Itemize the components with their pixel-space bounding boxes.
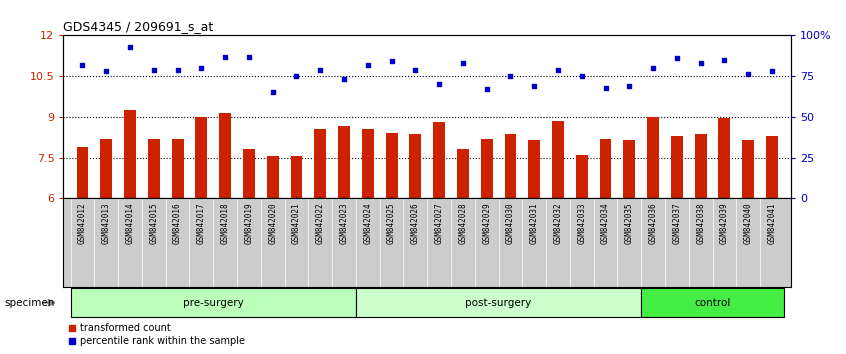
Text: GSM842018: GSM842018 bbox=[221, 202, 229, 244]
Point bbox=[75, 62, 89, 68]
Point bbox=[552, 67, 565, 73]
Text: GSM842020: GSM842020 bbox=[268, 202, 277, 244]
Text: GSM842016: GSM842016 bbox=[173, 202, 182, 244]
Point bbox=[385, 59, 398, 64]
Text: GSM842031: GSM842031 bbox=[530, 202, 539, 244]
Text: GSM842017: GSM842017 bbox=[197, 202, 206, 244]
Bar bbox=[671, 136, 683, 198]
Point bbox=[314, 67, 327, 73]
Point bbox=[242, 54, 255, 59]
Text: GSM842040: GSM842040 bbox=[744, 202, 753, 244]
Bar bbox=[124, 110, 136, 198]
Bar bbox=[766, 136, 778, 198]
Point bbox=[147, 67, 161, 73]
Text: GSM842013: GSM842013 bbox=[102, 202, 111, 244]
Text: GSM842025: GSM842025 bbox=[387, 202, 396, 244]
Point bbox=[694, 60, 707, 66]
Text: GSM842041: GSM842041 bbox=[767, 202, 777, 244]
Point bbox=[100, 68, 113, 74]
Bar bbox=[481, 138, 492, 198]
Bar bbox=[641, 288, 784, 317]
Point bbox=[124, 44, 137, 50]
Point bbox=[289, 73, 303, 79]
Bar bbox=[695, 135, 706, 198]
Text: pre-surgery: pre-surgery bbox=[183, 298, 244, 308]
Text: GSM842038: GSM842038 bbox=[696, 202, 706, 244]
Text: GSM842014: GSM842014 bbox=[125, 202, 135, 244]
Bar bbox=[356, 288, 641, 317]
Point bbox=[409, 67, 422, 73]
Bar bbox=[148, 138, 160, 198]
Text: GSM842012: GSM842012 bbox=[78, 202, 87, 244]
Bar bbox=[576, 155, 588, 198]
Bar bbox=[718, 118, 730, 198]
Point bbox=[599, 85, 613, 90]
Point bbox=[741, 72, 755, 77]
Point bbox=[480, 86, 493, 92]
Text: control: control bbox=[695, 298, 731, 308]
Bar bbox=[504, 135, 516, 198]
Bar bbox=[172, 138, 184, 198]
Legend: transformed count, percentile rank within the sample: transformed count, percentile rank withi… bbox=[69, 324, 245, 346]
Point bbox=[218, 54, 232, 59]
Text: specimen: specimen bbox=[4, 298, 55, 308]
Bar bbox=[362, 129, 374, 198]
Text: GSM842037: GSM842037 bbox=[673, 202, 681, 244]
Text: GSM842015: GSM842015 bbox=[149, 202, 158, 244]
Point bbox=[646, 65, 660, 71]
Text: post-surgery: post-surgery bbox=[465, 298, 531, 308]
Bar bbox=[457, 149, 469, 198]
Text: GSM842035: GSM842035 bbox=[625, 202, 634, 244]
Bar bbox=[101, 138, 113, 198]
Bar bbox=[386, 133, 398, 198]
Bar bbox=[528, 140, 540, 198]
Point bbox=[717, 57, 731, 63]
Point bbox=[623, 83, 636, 89]
Text: GSM842023: GSM842023 bbox=[339, 202, 349, 244]
Bar bbox=[338, 126, 350, 198]
Point bbox=[766, 68, 779, 74]
Point bbox=[171, 67, 184, 73]
Text: GSM842029: GSM842029 bbox=[482, 202, 492, 244]
Bar bbox=[195, 117, 207, 198]
Bar bbox=[600, 138, 612, 198]
Text: GSM842027: GSM842027 bbox=[435, 202, 443, 244]
Text: GSM842034: GSM842034 bbox=[601, 202, 610, 244]
Text: GSM842032: GSM842032 bbox=[553, 202, 563, 244]
Bar bbox=[742, 140, 754, 198]
Point bbox=[361, 62, 375, 68]
Point bbox=[503, 73, 517, 79]
Bar bbox=[433, 122, 445, 198]
Bar bbox=[624, 140, 635, 198]
Text: GSM842019: GSM842019 bbox=[244, 202, 254, 244]
Bar bbox=[409, 135, 421, 198]
Bar bbox=[290, 156, 302, 198]
Bar bbox=[266, 156, 278, 198]
Bar bbox=[219, 113, 231, 198]
Text: GSM842026: GSM842026 bbox=[411, 202, 420, 244]
Text: GDS4345 / 209691_s_at: GDS4345 / 209691_s_at bbox=[63, 20, 214, 33]
Bar bbox=[243, 149, 255, 198]
Point bbox=[338, 76, 351, 82]
Text: GSM842039: GSM842039 bbox=[720, 202, 729, 244]
Bar bbox=[315, 129, 327, 198]
Text: GSM842036: GSM842036 bbox=[649, 202, 657, 244]
Bar bbox=[552, 121, 564, 198]
Text: GSM842030: GSM842030 bbox=[506, 202, 515, 244]
Bar bbox=[70, 288, 356, 317]
Point bbox=[456, 60, 470, 66]
Bar bbox=[647, 117, 659, 198]
Bar bbox=[76, 147, 89, 198]
Point bbox=[266, 90, 279, 95]
Point bbox=[195, 65, 208, 71]
Point bbox=[527, 83, 541, 89]
Text: GSM842028: GSM842028 bbox=[459, 202, 467, 244]
Point bbox=[670, 55, 684, 61]
Text: GSM842033: GSM842033 bbox=[577, 202, 586, 244]
Text: GSM842024: GSM842024 bbox=[363, 202, 372, 244]
Text: GSM842022: GSM842022 bbox=[316, 202, 325, 244]
Point bbox=[575, 73, 589, 79]
Point bbox=[432, 81, 446, 87]
Text: GSM842021: GSM842021 bbox=[292, 202, 301, 244]
